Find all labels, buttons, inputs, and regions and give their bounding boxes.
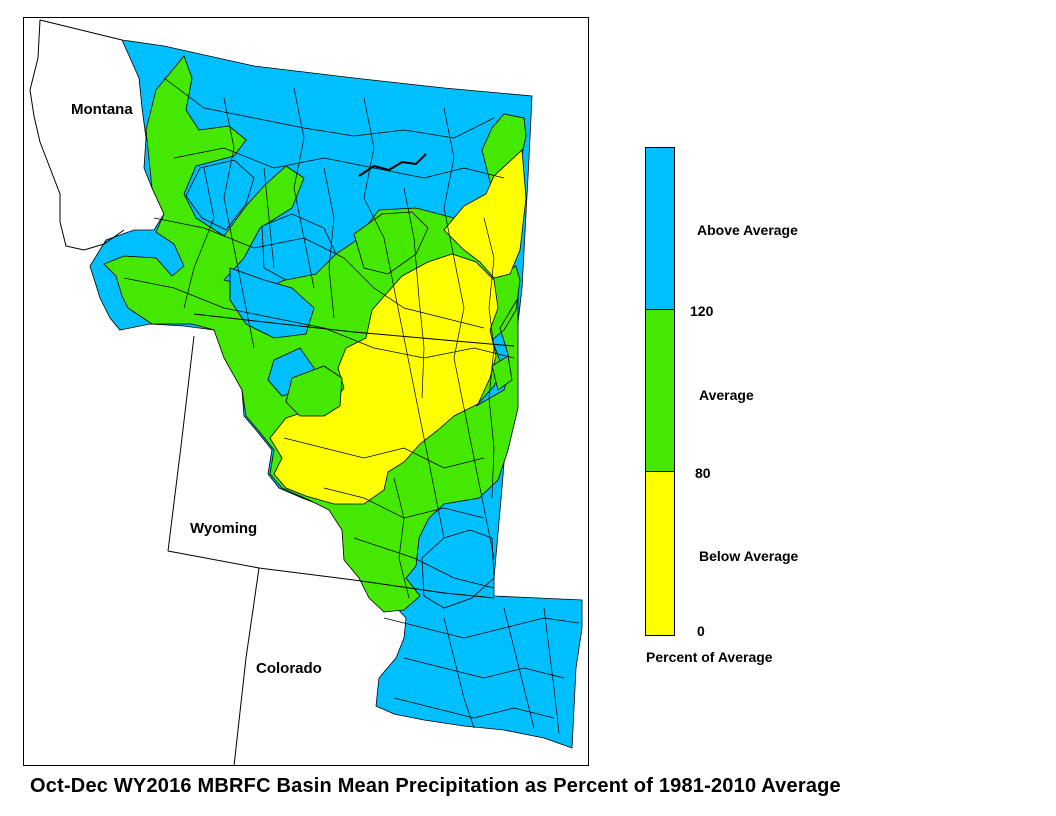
legend-break-0: 0 [697,623,705,639]
legend-break-120: 120 [690,303,714,319]
map-frame [23,17,589,767]
average-patch-2 [353,211,429,275]
legend-title: Percent of Average [646,649,773,665]
average-patch-1 [285,365,343,417]
legend-break-80: 80 [695,465,711,481]
state-boundaries [29,19,515,767]
map-caption: Oct-Dec WY2016 MBRFC Basin Mean Precipit… [30,775,841,797]
average-region [103,55,527,613]
state-label-colorado: Colorado [256,660,322,677]
state-label-wyoming: Wyoming [190,520,258,537]
basin-boundaries [123,77,580,734]
above-average-patch-2 [261,213,337,281]
legend-swatch-above-average [645,147,675,310]
legend-label-below-average: Below Average [699,548,799,564]
above-average-patch-5 [421,529,495,609]
legend-label-above-average: Above Average [697,222,798,238]
legend-label-average: Average [699,387,754,403]
basin-map [29,19,583,767]
above-average-patch-1 [185,159,255,231]
legend-swatch-below-average [645,471,675,636]
lake-feature [358,153,427,177]
state-label-montana: Montana [71,101,133,118]
average-patch-3 [491,355,513,391]
legend-swatch-average [645,309,675,472]
